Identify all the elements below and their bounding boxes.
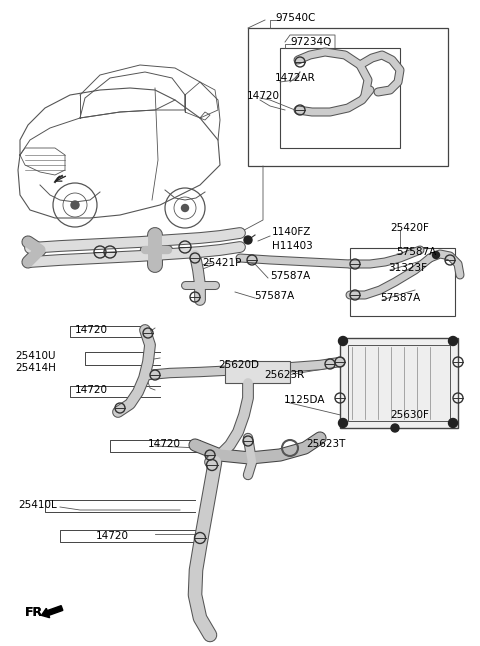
Circle shape bbox=[338, 419, 348, 428]
Bar bbox=[248, 28, 448, 166]
Text: 97234Q: 97234Q bbox=[290, 37, 331, 47]
Text: 25623T: 25623T bbox=[306, 439, 346, 449]
Text: 14720: 14720 bbox=[96, 531, 129, 541]
Text: 25410U: 25410U bbox=[15, 351, 56, 361]
Text: 14720: 14720 bbox=[148, 439, 181, 449]
Circle shape bbox=[244, 236, 252, 244]
Text: 31323F: 31323F bbox=[388, 263, 427, 273]
Text: 97540C: 97540C bbox=[275, 13, 315, 23]
Bar bbox=[225, 361, 290, 383]
Bar bbox=[348, 345, 450, 421]
Text: 57587A: 57587A bbox=[396, 247, 436, 257]
Text: 25414H: 25414H bbox=[15, 363, 56, 373]
Text: 57587A: 57587A bbox=[254, 291, 294, 301]
Circle shape bbox=[71, 201, 79, 209]
Text: 14720: 14720 bbox=[75, 325, 108, 335]
Text: 1472AR: 1472AR bbox=[275, 73, 316, 83]
FancyArrow shape bbox=[41, 606, 63, 618]
Text: H11403: H11403 bbox=[272, 241, 313, 251]
Text: 57587A: 57587A bbox=[270, 271, 310, 281]
Text: 1140FZ: 1140FZ bbox=[272, 227, 312, 237]
Text: 25623R: 25623R bbox=[264, 370, 304, 380]
Text: 1125DA: 1125DA bbox=[284, 395, 325, 405]
Bar bbox=[280, 48, 400, 148]
Circle shape bbox=[338, 337, 348, 346]
Circle shape bbox=[448, 337, 457, 346]
Circle shape bbox=[448, 419, 457, 428]
Text: 25410L: 25410L bbox=[18, 500, 57, 510]
Circle shape bbox=[432, 251, 440, 258]
Text: 25630F: 25630F bbox=[390, 410, 429, 420]
Text: 25421P: 25421P bbox=[202, 258, 241, 268]
Text: 14720: 14720 bbox=[75, 385, 108, 395]
Text: FR.: FR. bbox=[25, 605, 48, 618]
Text: 25620D: 25620D bbox=[218, 360, 259, 370]
Text: FR.: FR. bbox=[25, 605, 48, 618]
Circle shape bbox=[391, 424, 399, 432]
Text: 57587A: 57587A bbox=[380, 293, 420, 303]
Bar bbox=[340, 338, 458, 428]
Bar bbox=[350, 248, 455, 316]
Text: 14720: 14720 bbox=[247, 91, 280, 101]
Circle shape bbox=[181, 205, 189, 211]
Text: 25420F: 25420F bbox=[390, 223, 429, 233]
